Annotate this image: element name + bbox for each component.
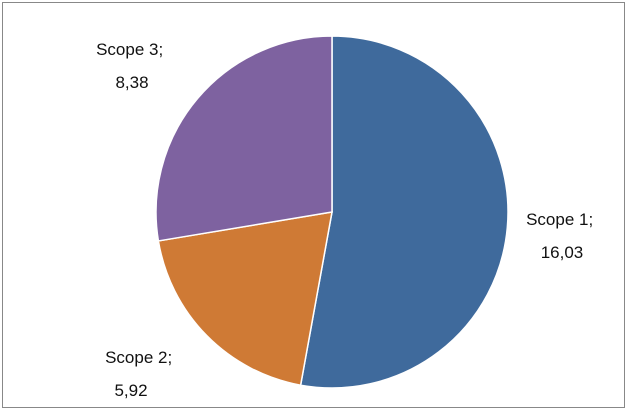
pie-slice-scope-3 — [155, 35, 333, 242]
pie-labels: Scope 1; 16,03 Scope 2; 5,92 Scope 3; 8,… — [96, 40, 598, 400]
pie-slice-scope-2 — [157, 211, 333, 387]
slice-label-scope-2: Scope 2; 5,92 — [105, 348, 177, 400]
pie-slice-scope-1 — [299, 35, 509, 389]
slice-label-scope-1: Scope 1; 16,03 — [526, 210, 598, 262]
slice-label-scope-3-value: 8,38 — [115, 73, 148, 92]
slice-label-scope-1-value: 16,03 — [541, 243, 584, 262]
slice-label-scope-2-value: 5,92 — [114, 381, 147, 400]
slice-label-scope-1-name: Scope 1; — [526, 210, 593, 229]
slice-label-scope-3: Scope 3; 8,38 — [96, 40, 168, 92]
slice-label-scope-3-name: Scope 3; — [96, 40, 163, 59]
slice-label-scope-2-name: Scope 2; — [105, 348, 172, 367]
pie-slices — [155, 35, 509, 389]
